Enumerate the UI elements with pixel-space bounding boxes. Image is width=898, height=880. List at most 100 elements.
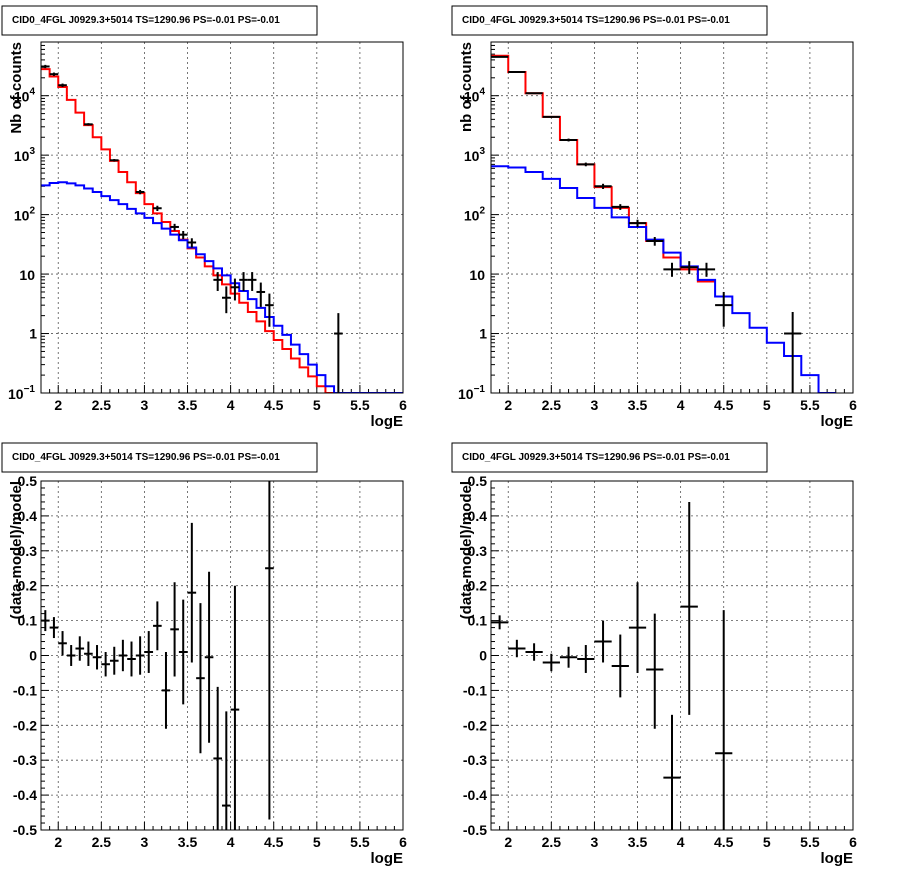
x-tick-label: 5 bbox=[763, 397, 771, 413]
x-tick-label: 3 bbox=[141, 397, 149, 413]
y-tick-label: 10 bbox=[469, 267, 485, 283]
x-tick-label: 5.5 bbox=[350, 397, 370, 413]
y-tick-label: 10−1 bbox=[8, 384, 35, 402]
y-tick-label: 0.3 bbox=[468, 543, 488, 559]
chart-title: CID0_4FGL J0929.3+5014 TS=1290.96 PS=-0.… bbox=[462, 452, 730, 463]
chart-title: CID0_4FGL J0929.3+5014 TS=1290.96 PS=-0.… bbox=[462, 15, 730, 26]
data-point bbox=[230, 585, 240, 830]
x-axis-label: logE bbox=[821, 413, 854, 430]
x-tick-label: 4 bbox=[677, 834, 685, 850]
y-axis-label: Nb of counts bbox=[8, 42, 25, 134]
chart-title: CID0_4FGL J0929.3+5014 TS=1290.96 PS=-0.… bbox=[12, 452, 280, 463]
data-point bbox=[594, 620, 612, 663]
y-tick-label: -0.4 bbox=[463, 787, 487, 803]
x-tick-label: 6 bbox=[399, 397, 407, 413]
data-point bbox=[611, 634, 629, 698]
data-point bbox=[75, 636, 85, 661]
plot-frame bbox=[40, 480, 404, 831]
chart-panel-1: CID0_4FGL J0929.3+5014 TS=1290.96 PS=-0.… bbox=[1, 5, 407, 430]
data-point bbox=[525, 92, 543, 95]
data-point bbox=[256, 282, 266, 307]
y-tick-label: 10−1 bbox=[458, 384, 485, 402]
data-point bbox=[784, 312, 802, 393]
y-tick-label: 0.5 bbox=[18, 473, 38, 489]
x-tick-label: 2 bbox=[54, 397, 62, 413]
y-tick-label: 102 bbox=[464, 206, 486, 224]
x-tick-label: 2 bbox=[54, 834, 62, 850]
x-axis-label: logE bbox=[371, 850, 404, 867]
data-point bbox=[178, 231, 188, 239]
y-tick-label: -0.4 bbox=[13, 787, 37, 803]
y-tick-label: 0.3 bbox=[18, 543, 38, 559]
y-tick-label: 1 bbox=[29, 326, 37, 342]
data-point bbox=[92, 645, 102, 670]
x-tick-label: 5.5 bbox=[800, 834, 820, 850]
y-tick-label: -0.3 bbox=[13, 752, 37, 768]
plot-frame bbox=[40, 41, 404, 394]
data-point bbox=[204, 571, 214, 743]
data-point bbox=[101, 652, 110, 677]
data-point bbox=[646, 613, 664, 729]
data-point bbox=[161, 652, 171, 729]
x-tick-label: 4.5 bbox=[714, 834, 734, 850]
y-tick-label: 103 bbox=[464, 146, 486, 164]
x-tick-label: 4.5 bbox=[714, 397, 734, 413]
chart-title-box bbox=[451, 442, 768, 473]
x-tick-label: 5 bbox=[313, 397, 321, 413]
y-tick-label: -0.1 bbox=[13, 682, 37, 698]
data-point bbox=[84, 641, 93, 666]
x-tick-label: 2.5 bbox=[92, 397, 112, 413]
x-axis-label: logE bbox=[371, 413, 404, 430]
data-point bbox=[542, 653, 560, 672]
x-tick-label: 3.5 bbox=[628, 397, 648, 413]
data-point bbox=[109, 646, 119, 675]
data-point bbox=[187, 238, 197, 248]
data-point bbox=[153, 601, 162, 651]
data-point bbox=[491, 615, 509, 630]
data-point bbox=[170, 223, 179, 231]
x-tick-label: 2 bbox=[504, 834, 512, 850]
data-point bbox=[222, 711, 231, 830]
y-tick-label: 104 bbox=[464, 87, 486, 105]
x-tick-label: 3.5 bbox=[178, 834, 198, 850]
x-tick-label: 3 bbox=[591, 834, 599, 850]
x-tick-label: 2.5 bbox=[542, 834, 562, 850]
x-tick-label: 5 bbox=[763, 834, 771, 850]
x-tick-label: 4 bbox=[227, 834, 235, 850]
x-tick-label: 6 bbox=[399, 834, 407, 850]
data-point bbox=[49, 617, 59, 639]
data-point bbox=[196, 603, 205, 754]
data-point bbox=[222, 286, 231, 314]
x-tick-label: 3 bbox=[141, 834, 149, 850]
y-tick-label: 0.2 bbox=[468, 578, 488, 594]
data-point bbox=[508, 71, 526, 74]
x-tick-label: 4.5 bbox=[264, 397, 284, 413]
data-point bbox=[715, 291, 733, 327]
data-point bbox=[213, 686, 222, 830]
data-point bbox=[265, 293, 274, 327]
data-point bbox=[170, 582, 179, 677]
data-point bbox=[58, 83, 67, 88]
data-point bbox=[135, 189, 145, 195]
data-point bbox=[41, 610, 50, 632]
data-point bbox=[213, 272, 222, 291]
data-point bbox=[715, 610, 733, 830]
data-point bbox=[265, 481, 274, 820]
chart-title-box bbox=[1, 442, 318, 473]
data-point bbox=[66, 645, 76, 666]
chart-title-box bbox=[1, 5, 318, 36]
y-axis-label: (data-model)/model bbox=[458, 481, 475, 619]
y-tick-label: 0.2 bbox=[18, 578, 38, 594]
data-point bbox=[628, 582, 647, 673]
data-point bbox=[697, 262, 716, 277]
y-tick-label: -0.5 bbox=[463, 822, 487, 838]
x-tick-label: 5.5 bbox=[350, 834, 370, 850]
x-tick-label: 4 bbox=[227, 397, 235, 413]
data-point bbox=[118, 639, 128, 672]
y-tick-label: -0.5 bbox=[13, 822, 37, 838]
x-tick-label: 6 bbox=[849, 834, 857, 850]
y-tick-label: 102 bbox=[14, 206, 36, 224]
y-tick-label: 10 bbox=[19, 267, 35, 283]
data-point bbox=[559, 646, 578, 668]
data-point bbox=[187, 522, 197, 663]
